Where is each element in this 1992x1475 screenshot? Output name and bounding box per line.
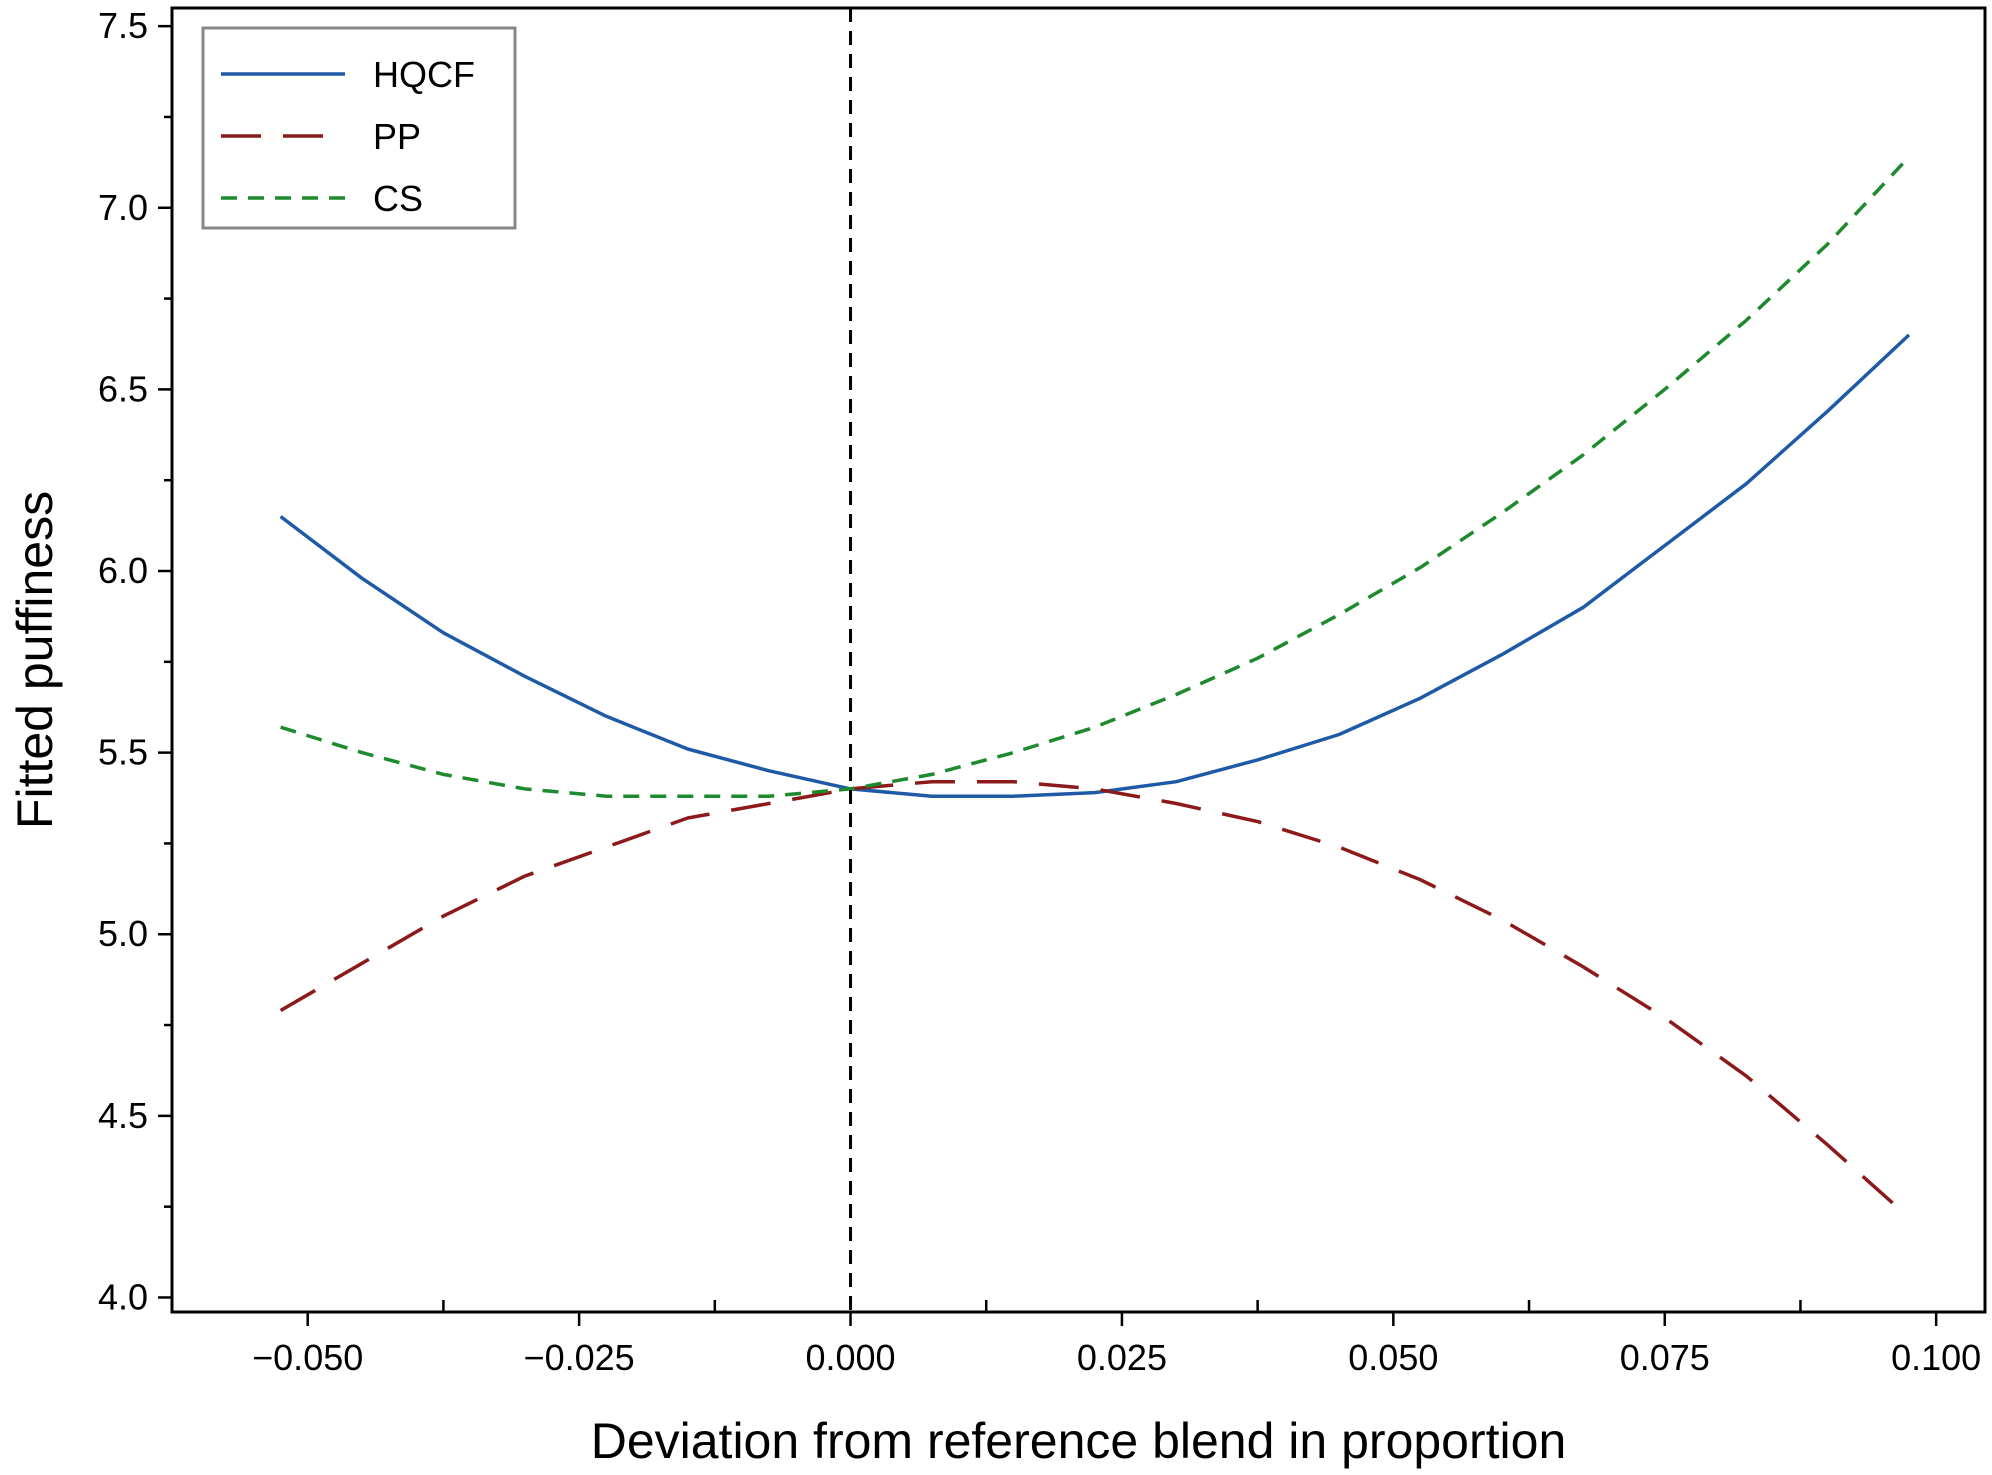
y-tick-label: 7.5	[98, 5, 148, 46]
series-line-pp	[279, 779, 1911, 1219]
y-tick-label: 4.5	[98, 1095, 148, 1136]
legend-label-hqcf: HQCF	[373, 54, 475, 95]
legend-label-cs: CS	[373, 178, 423, 219]
x-axis: −0.050 −0.025 0.000 0.025 0.050 0.075 0.100	[170, 1300, 1981, 1378]
legend-box	[201, 26, 517, 230]
plot-frame	[170, 6, 1987, 1314]
y-tick-label: 6.0	[98, 550, 148, 591]
series-line-hqcf	[279, 333, 1911, 798]
series-layer	[279, 155, 1911, 1219]
y-tick-label: 5.5	[98, 732, 148, 773]
x-tick-label: −0.025	[524, 1337, 635, 1378]
y-tick-label: 7.0	[98, 187, 148, 228]
y-tick-label: 6.5	[98, 368, 148, 409]
y-axis-title: Fitted puffiness	[7, 491, 63, 829]
series-line-cs	[280, 155, 1911, 798]
x-tick-label: 0.050	[1348, 1337, 1438, 1378]
legend-label-pp: PP	[373, 116, 421, 157]
y-tick-label: 5.0	[98, 913, 148, 954]
y-tick-label: 4.0	[98, 1276, 148, 1317]
x-tick-label: 0.025	[1077, 1337, 1167, 1378]
x-tick-label: 0.100	[1891, 1337, 1981, 1378]
x-tick-label: −0.050	[252, 1337, 363, 1378]
y-axis: 4.0 4.5 5.0 5.5 6.0 6.5 7.0 7.5	[98, 5, 172, 1317]
legend: HQCF PP CS	[201, 26, 517, 230]
x-tick-label: 0.075	[1620, 1337, 1710, 1378]
x-axis-title: Deviation from reference blend in propor…	[591, 1413, 1567, 1469]
x-tick-label: 0.000	[805, 1337, 895, 1378]
